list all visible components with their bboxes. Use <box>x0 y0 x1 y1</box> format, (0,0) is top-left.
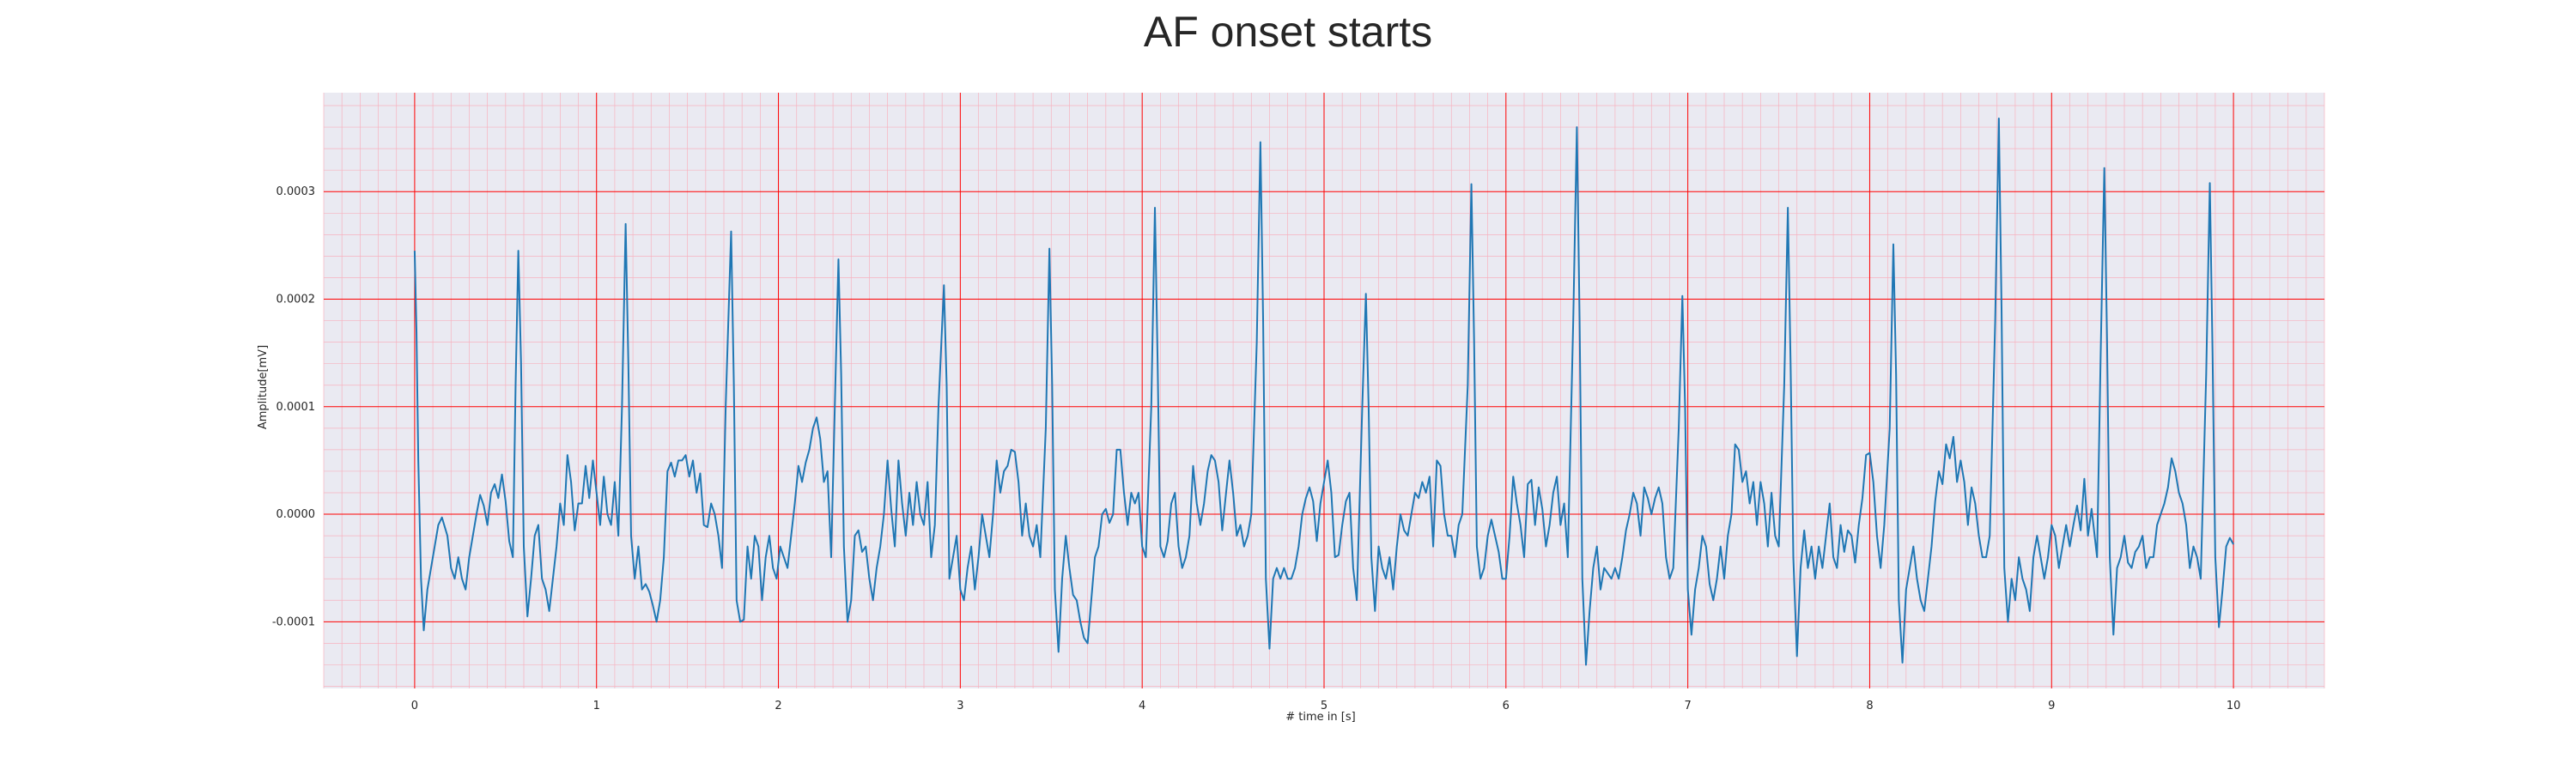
x-tick-label: 2 <box>775 700 781 712</box>
x-tick-label: 10 <box>2227 700 2241 712</box>
y-tick-label: -0.0001 <box>272 615 315 628</box>
tick-label-layer: 0 1 2 3 4 5 6 7 8 9 10 -0.0001 0.0000 0.0001 0.0002 0.0… <box>272 185 2241 712</box>
x-tick-label: 5 <box>1321 700 1327 712</box>
x-tick-label: 8 <box>1866 700 1873 712</box>
series-layer <box>413 118 2234 666</box>
x-tick-label: 6 <box>1503 700 1510 712</box>
x-tick-label: 4 <box>1139 700 1145 712</box>
chart-title: AF onset starts <box>1144 8 1432 56</box>
x-tick-label: 9 <box>2048 700 2055 712</box>
x-tick-label: 7 <box>1684 700 1691 712</box>
x-axis-label: # time in [s] <box>1285 711 1355 724</box>
y-tick-label: 0.0002 <box>276 294 316 306</box>
y-tick-label: 0.0000 <box>276 508 316 521</box>
x-tick-label: 0 <box>411 700 418 712</box>
y-tick-label: 0.0001 <box>276 401 316 414</box>
ecg-signal-line <box>413 118 2234 666</box>
x-tick-label: 1 <box>593 700 600 712</box>
grid-layer <box>323 93 2325 688</box>
y-tick-label: 0.0003 <box>276 185 316 198</box>
x-tick-label: 3 <box>957 700 963 712</box>
y-axis-label: Amplitude[mV] <box>257 345 270 429</box>
